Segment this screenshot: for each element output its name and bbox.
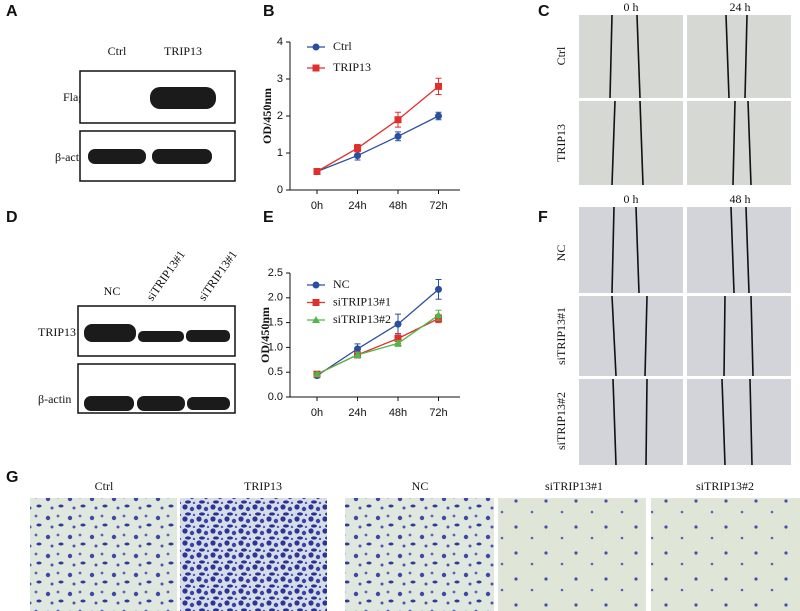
legend-label: NC [333,277,350,291]
column-label: 24 h [730,0,751,14]
image-label: siTRIP13#1 [545,479,603,493]
x-tick-label: 24h [348,407,366,419]
band [150,87,216,109]
panel-label: D [6,209,18,226]
band [84,396,134,411]
y-tick-label: 3 [277,73,283,85]
y-tick-label: 2 [277,110,283,122]
image-label: TRIP13 [244,479,282,493]
row-label: siTRIP13#1 [554,307,568,365]
panel-label: B [263,3,275,20]
series-line [316,85,439,173]
lane-label: NC [104,284,121,298]
wound-edges [609,14,752,186]
data-point [394,339,402,347]
series-line [316,314,439,375]
data-point [313,370,321,378]
data-point [353,350,362,358]
x-tick-label: 72h [429,407,447,419]
legend-marker [312,316,320,323]
legend-label: Ctrl [333,39,352,53]
row-label: siTRIP13#2 [554,392,568,450]
legend-label: siTRIP13#1 [333,294,391,308]
data-point [313,168,321,175]
band [187,397,230,410]
wound-images [579,207,791,465]
y-tick-label: 2.0 [268,292,283,304]
band [88,149,146,164]
image-label: NC [412,479,429,493]
data-point [354,345,361,353]
panel-label: A [6,3,18,20]
y-tick-label: 4 [277,36,283,48]
lane-label: siTRIP13#1 [195,248,240,304]
data-point [434,311,443,319]
x-tick-label: 72h [429,200,447,212]
x-tick-label: 24h [348,200,366,212]
y-tick-label: 1.5 [268,317,283,329]
image-label: siTRIP13#2 [696,479,754,493]
column-label: 0 h [624,192,639,206]
data-point [435,112,442,120]
panel-label: G [6,469,18,486]
data-point [394,334,402,342]
legend-marker [312,281,320,289]
wound-images [579,15,791,185]
band [137,396,185,411]
band [186,330,230,342]
image-label: Ctrl [95,479,114,493]
lane-label: siTRIP13#1 [143,248,188,304]
y-axis-label: OD/450nm [260,88,274,144]
band [138,331,184,342]
row-label: TRIP13 [38,325,76,339]
legend-marker [312,43,320,51]
y-tick-label: 1 [277,147,283,159]
y-tick-label: 0 [277,184,283,196]
column-label: 0 h [624,0,639,14]
data-point [394,320,402,328]
x-tick-label: 48h [389,407,407,419]
data-point [394,132,402,140]
wound-edges [611,206,754,466]
band [84,324,136,342]
panel-label: F [538,209,548,226]
y-tick-label: 2.5 [268,267,283,279]
transwell-images [30,498,800,611]
data-point [435,285,442,293]
legend-marker [312,299,320,306]
x-tick-label: 0h [311,407,323,419]
row-label: β-actin [38,392,71,406]
series-line [316,288,439,377]
band [152,149,212,164]
y-tick-label: 0.5 [268,366,283,378]
column-label: 48 h [730,192,751,206]
series-line [316,115,439,173]
panel-label: C [538,3,550,20]
data-point [394,116,402,124]
y-tick-label: 0.0 [268,391,283,403]
legend-label: siTRIP13#2 [333,312,391,326]
y-tick-label: 1.0 [268,341,283,353]
x-tick-label: 0h [311,200,323,212]
data-point [354,144,361,152]
row-label: Ctrl [554,46,568,65]
y-axis-label: OD/450nm [258,307,272,363]
row-label: Flag [63,90,84,104]
lane-label: Ctrl [108,44,127,58]
legend-marker [312,64,320,72]
row-label: NC [554,245,568,262]
panel-label: E [263,209,274,226]
row-label: TRIP13 [554,124,568,162]
legend-label: TRIP13 [333,60,371,74]
data-point [354,152,361,160]
x-tick-label: 48h [389,200,407,212]
axis [289,42,460,191]
data-point [435,82,442,90]
lane-label: TRIP13 [164,44,202,58]
